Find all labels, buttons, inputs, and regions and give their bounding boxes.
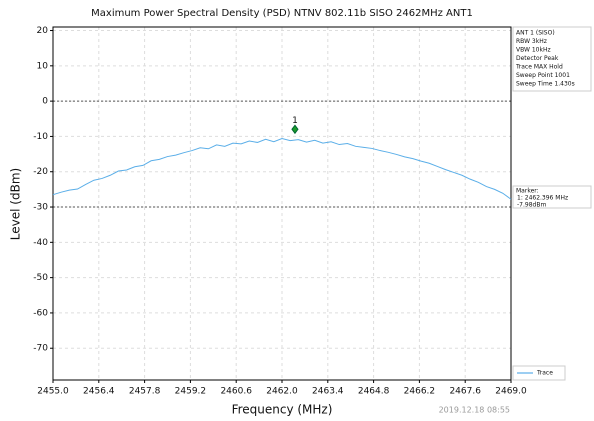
y-tick-label: -30 xyxy=(33,203,48,213)
timestamp: 2019.12.18 08:55 xyxy=(439,406,510,415)
y-tick-label: 10 xyxy=(37,61,49,71)
y-tick-label: 20 xyxy=(37,26,49,36)
legend xyxy=(512,365,566,381)
info-text: ANT 1 (SISO) xyxy=(516,30,555,37)
marker-text: -7.98dBm xyxy=(517,202,546,209)
info-text: Sweep Point 1001 xyxy=(516,72,570,79)
x-tick-label: 2462.0 xyxy=(266,387,298,397)
x-tick-label: 2469.0 xyxy=(495,387,527,397)
plot-frame xyxy=(52,26,512,381)
marker-label: 1 xyxy=(292,116,298,126)
marker-text: Marker: xyxy=(516,188,539,195)
y-tick-label: -70 xyxy=(33,344,48,354)
x-tick-label: 2464.8 xyxy=(358,387,390,397)
marker-text: 1: 2462.396 MHz xyxy=(517,195,568,202)
y-tick-label: -50 xyxy=(33,273,48,283)
info-text: VBW 10kHz xyxy=(516,47,551,54)
info-text: Detector Peak xyxy=(516,55,559,62)
x-tick-label: 2459.2 xyxy=(175,387,207,397)
x-tick-label: 2463.4 xyxy=(312,387,344,397)
marker-point xyxy=(291,124,299,135)
y-tick-label: -20 xyxy=(33,167,48,177)
info-panel xyxy=(512,26,592,92)
legend-label: Trace xyxy=(536,370,553,377)
x-tick-label: 2457.8 xyxy=(129,387,161,397)
x-tick-label: 2467.6 xyxy=(449,387,481,397)
y-tick-label: -40 xyxy=(33,238,48,248)
x-tick-label: 2466.2 xyxy=(404,387,436,397)
y-axis-label: Level (dBm) xyxy=(9,168,23,240)
x-tick-label: 2460.6 xyxy=(220,387,252,397)
y-tick-label: 0 xyxy=(42,97,48,107)
chart-title: Maximum Power Spectral Density (PSD) NTN… xyxy=(91,8,473,19)
y-tick-label: -60 xyxy=(33,308,48,318)
x-tick-label: 2455.0 xyxy=(37,387,69,397)
x-axis-label: Frequency (MHz) xyxy=(232,403,333,417)
info-text: RBW 3kHz xyxy=(516,38,547,45)
x-tick-label: 2456.4 xyxy=(83,387,115,397)
info-text: Trace MAX Hold xyxy=(515,64,563,71)
y-tick-label: -10 xyxy=(33,132,48,142)
marker-panel xyxy=(512,185,592,209)
info-text: Sweep Time 1.430s xyxy=(516,81,575,88)
trace-line xyxy=(52,138,512,200)
